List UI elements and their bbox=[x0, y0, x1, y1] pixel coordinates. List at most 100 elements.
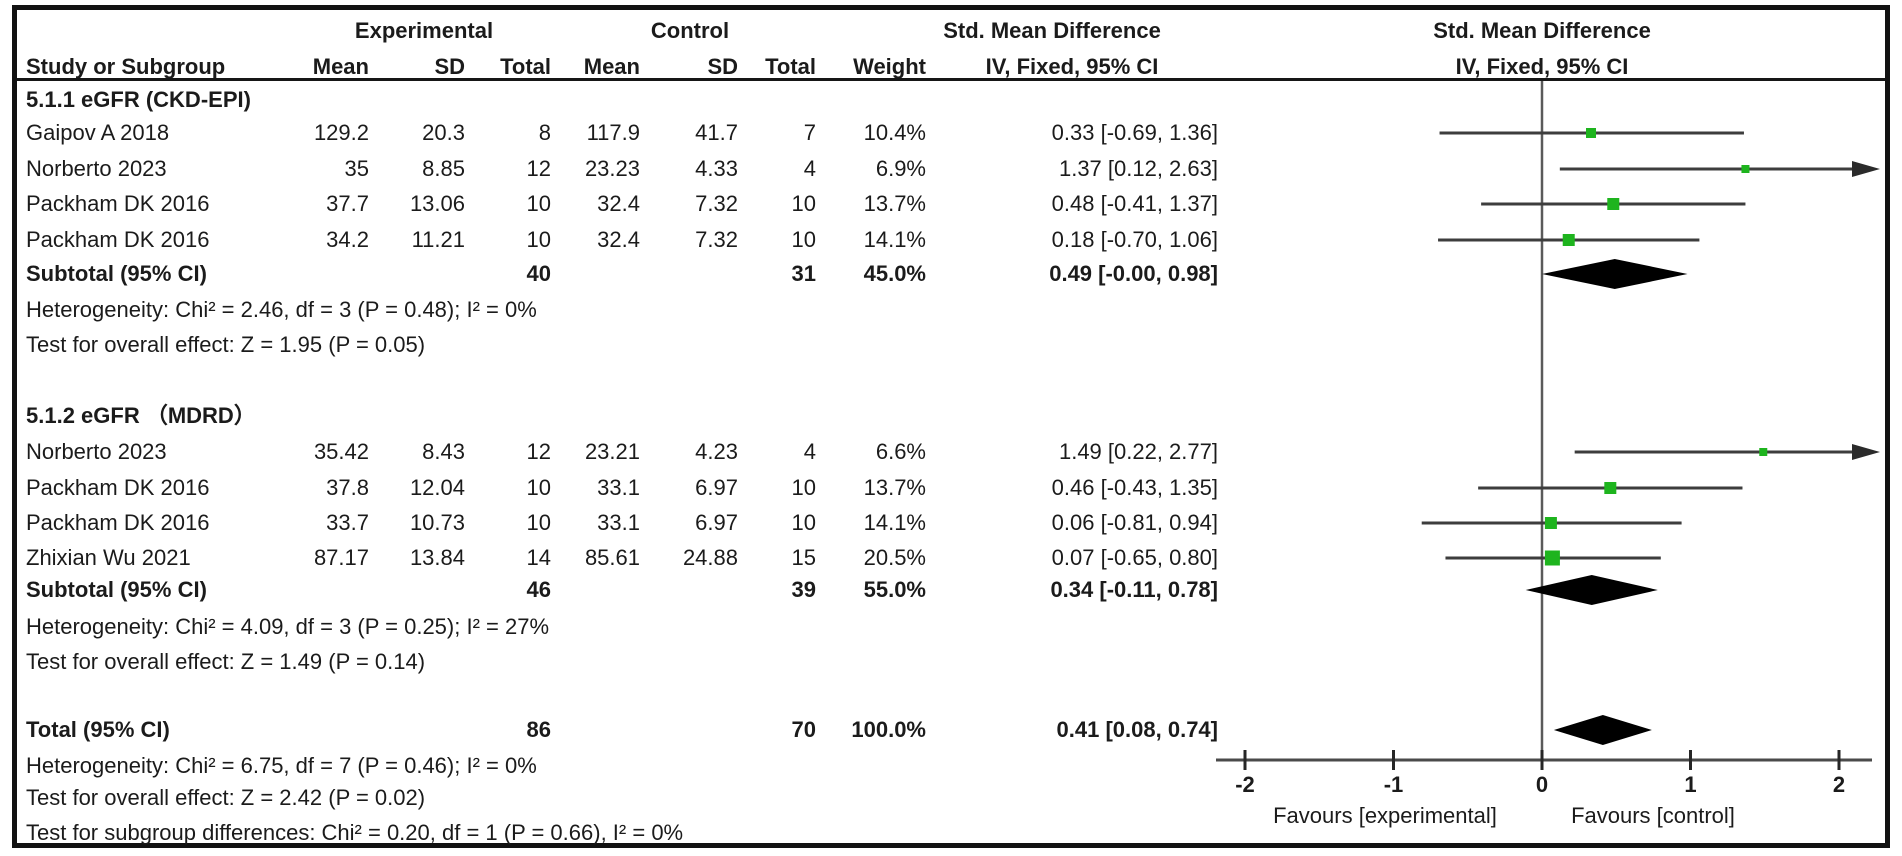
header-underline bbox=[17, 78, 1885, 81]
favours-experimental-label: Favours [experimental] bbox=[1273, 802, 1497, 828]
mean-experimental: 129.2 bbox=[313, 119, 369, 145]
sd-control: 7.32 bbox=[695, 190, 738, 216]
subtotal-total-experimental: 46 bbox=[526, 576, 551, 602]
mean-control: 32.4 bbox=[597, 226, 640, 252]
total-ci-text: 0.41 [0.08, 0.74] bbox=[1056, 716, 1218, 742]
col-header-total-ctrl: Total bbox=[765, 53, 816, 79]
col-group-experimental: Experimental bbox=[354, 17, 494, 43]
col-group-smd-left: Std. Mean Difference bbox=[943, 17, 1161, 43]
study-name: Packham DK 2016 bbox=[26, 190, 210, 216]
total-experimental: 14 bbox=[526, 544, 551, 570]
figure-border bbox=[12, 5, 1890, 848]
mean-experimental: 35.42 bbox=[313, 438, 369, 464]
study-name: Gaipov A 2018 bbox=[26, 119, 170, 145]
mean-experimental: 37.7 bbox=[326, 190, 369, 216]
col-group-control: Control bbox=[650, 17, 730, 43]
sd-experimental: 13.06 bbox=[409, 190, 465, 216]
heterogeneity-text: Heterogeneity: Chi² = 2.46, df = 3 (P = … bbox=[26, 296, 537, 322]
total-control: 10 bbox=[791, 509, 816, 535]
subtotal-label: Subtotal (95% CI) bbox=[26, 260, 207, 286]
smd-ci-text: 0.18 [-0.70, 1.06] bbox=[1051, 226, 1218, 252]
sd-experimental: 20.3 bbox=[422, 119, 465, 145]
total-total-experimental: 86 bbox=[526, 716, 551, 742]
total-control: 10 bbox=[791, 474, 816, 500]
axis-tick-label: -2 bbox=[1235, 771, 1255, 797]
effect-marker bbox=[1562, 234, 1575, 246]
total-control: 4 bbox=[803, 155, 816, 181]
subtotal-weight: 45.0% bbox=[863, 260, 926, 286]
axis-tick-label: 1 bbox=[1684, 771, 1697, 797]
total-diamond bbox=[1553, 715, 1652, 745]
effect-marker bbox=[1604, 482, 1617, 494]
smd-ci-text: 0.06 [-0.81, 0.94] bbox=[1051, 509, 1218, 535]
sd-control: 7.32 bbox=[695, 226, 738, 252]
subtotal-ci-text: 0.34 [-0.11, 0.78] bbox=[1050, 576, 1218, 602]
total-label: Total (95% CI) bbox=[26, 716, 170, 742]
total-control: 4 bbox=[803, 438, 816, 464]
mean-control: 33.1 bbox=[597, 509, 640, 535]
effect-marker bbox=[1759, 448, 1768, 456]
mean-control: 33.1 bbox=[597, 474, 640, 500]
effect-marker bbox=[1544, 550, 1560, 566]
mean-experimental: 33.7 bbox=[326, 509, 369, 535]
col-header-sd-ctrl: SD bbox=[707, 53, 738, 79]
total-control: 15 bbox=[791, 544, 816, 570]
study-name: Norberto 2023 bbox=[26, 438, 167, 464]
heterogeneity-text: Heterogeneity: Chi² = 4.09, df = 3 (P = … bbox=[26, 613, 550, 639]
total-experimental: 12 bbox=[526, 155, 551, 181]
col-header-total-exp: Total bbox=[500, 53, 551, 79]
overall-effect-text: Test for overall effect: Z = 1.49 (P = 0… bbox=[26, 648, 426, 674]
mean-experimental: 87.17 bbox=[313, 544, 369, 570]
effect-marker bbox=[1607, 198, 1620, 210]
sd-experimental: 8.43 bbox=[422, 438, 465, 464]
subtotal-total-experimental: 40 bbox=[526, 260, 551, 286]
smd-ci-text: 1.49 [0.22, 2.77] bbox=[1058, 438, 1218, 464]
col-header-mean-exp: Mean bbox=[312, 53, 369, 79]
weight-value: 13.7% bbox=[863, 190, 926, 216]
effect-marker bbox=[1586, 128, 1597, 138]
axis-tick-label: 2 bbox=[1832, 771, 1846, 797]
smd-ci-text: 0.33 [-0.69, 1.36] bbox=[1051, 119, 1218, 145]
sd-control: 24.88 bbox=[682, 544, 738, 570]
total-control: 10 bbox=[791, 190, 816, 216]
col-header-sd-exp: SD bbox=[434, 53, 465, 79]
smd-ci-text: 0.48 [-0.41, 1.37] bbox=[1051, 190, 1218, 216]
col-group-smd-right: Std. Mean Difference bbox=[1433, 17, 1651, 43]
mean-control: 23.23 bbox=[584, 155, 640, 181]
favours-control-label: Favours [control] bbox=[1571, 802, 1735, 828]
arrow-right-icon bbox=[1852, 444, 1880, 460]
sd-experimental: 11.21 bbox=[411, 226, 465, 252]
sd-control: 4.23 bbox=[695, 438, 738, 464]
study-name: Packham DK 2016 bbox=[26, 226, 210, 252]
subtotal-total-control: 39 bbox=[791, 576, 816, 602]
study-name: Packham DK 2016 bbox=[26, 509, 210, 535]
sd-control: 4.33 bbox=[695, 155, 738, 181]
sd-experimental: 10.73 bbox=[409, 509, 465, 535]
study-name: Packham DK 2016 bbox=[26, 474, 210, 500]
weight-value: 13.7% bbox=[863, 474, 926, 500]
weight-value: 6.6% bbox=[875, 438, 926, 464]
mean-control: 32.4 bbox=[597, 190, 640, 216]
total-weight: 100.0% bbox=[851, 716, 926, 742]
subgroup-title: 5.1.1 eGFR (CKD-EPI) bbox=[26, 86, 251, 112]
smd-ci-text: 0.46 [-0.43, 1.35] bbox=[1051, 474, 1218, 500]
col-header-iv-fixed-right: IV, Fixed, 95% CI bbox=[1455, 53, 1629, 79]
total-control: 7 bbox=[803, 119, 816, 145]
smd-ci-text: 0.07 [-0.65, 0.80] bbox=[1051, 544, 1218, 570]
total-experimental: 10 bbox=[526, 474, 551, 500]
col-header-iv-fixed-left: IV, Fixed, 95% CI bbox=[985, 53, 1159, 79]
total-experimental: 10 bbox=[526, 226, 551, 252]
mean-control: 23.21 bbox=[584, 438, 640, 464]
subgroup-title: 5.1.2 eGFR （MDRD） bbox=[26, 402, 256, 428]
total-experimental: 8 bbox=[538, 119, 551, 145]
subtotal-label: Subtotal (95% CI) bbox=[26, 576, 207, 602]
sd-experimental: 12.04 bbox=[409, 474, 465, 500]
total-control: 10 bbox=[791, 226, 816, 252]
study-name: Zhixian Wu 2021 bbox=[26, 544, 191, 570]
mean-experimental: 35 bbox=[344, 155, 369, 181]
total-experimental: 10 bbox=[526, 509, 551, 535]
total-experimental: 10 bbox=[526, 190, 551, 216]
col-header-study: Study or Subgroup bbox=[26, 53, 226, 79]
mean-control: 85.61 bbox=[584, 544, 640, 570]
